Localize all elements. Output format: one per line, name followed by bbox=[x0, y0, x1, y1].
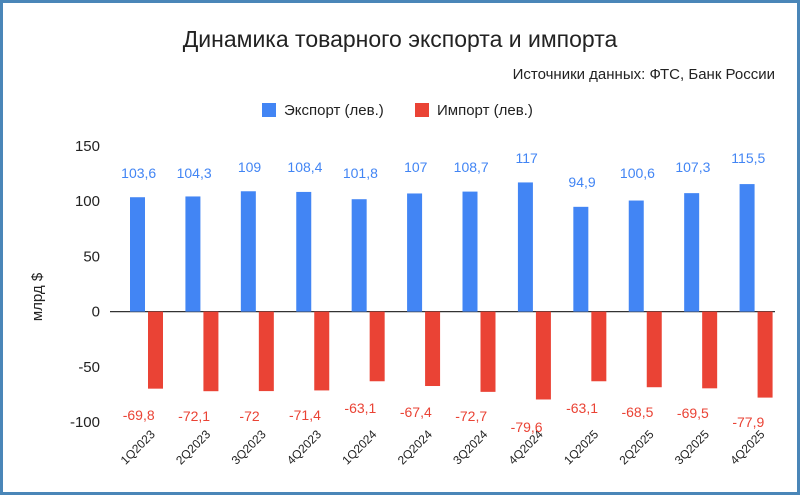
export-data-label: 104,3 bbox=[177, 165, 212, 181]
export-bar bbox=[628, 200, 644, 312]
export-bar bbox=[573, 206, 589, 312]
x-tick-label: 1Q2023 bbox=[118, 427, 158, 467]
export-data-label: 107,3 bbox=[675, 159, 710, 175]
y-tick-label: 0 bbox=[92, 304, 100, 321]
legend-label-import: Импорт (лев.) bbox=[437, 102, 533, 119]
chart-subtitle: Источники данных: ФТС, Банк России bbox=[513, 66, 775, 83]
y-tick-label: -100 bbox=[70, 414, 100, 431]
import-data-label: -72,1 bbox=[178, 408, 210, 424]
x-tick-label: 2Q2025 bbox=[616, 427, 656, 467]
data-labels: 103,6 -69,8 104,3 -72,1 109 -72 108,4 -71,4 101,… bbox=[121, 150, 765, 435]
legend: Экспорт (лев.) Импорт (лев.) bbox=[262, 102, 533, 119]
import-bar bbox=[702, 311, 718, 389]
x-tick-label: 3Q2025 bbox=[672, 427, 712, 467]
export-data-label: 117 bbox=[515, 150, 538, 166]
import-bar bbox=[258, 311, 274, 392]
export-data-label: 109 bbox=[238, 159, 262, 175]
export-bar bbox=[684, 193, 700, 312]
export-data-label: 100,6 bbox=[620, 165, 655, 181]
import-data-label: -72,7 bbox=[455, 408, 487, 424]
legend-label-export: Экспорт (лев.) bbox=[284, 102, 384, 119]
x-tick-label: 3Q2024 bbox=[450, 427, 490, 467]
x-tick-label: 1Q2025 bbox=[561, 427, 601, 467]
import-data-label: -71,4 bbox=[289, 407, 321, 423]
import-data-label: -67,4 bbox=[400, 404, 432, 420]
x-tick-label: 4Q2025 bbox=[727, 427, 767, 467]
x-tick-label: 2Q2023 bbox=[173, 427, 213, 467]
export-data-label: 107 bbox=[404, 159, 428, 175]
import-data-label: -63,1 bbox=[566, 400, 598, 416]
export-data-label: 101,8 bbox=[343, 165, 378, 181]
import-bar bbox=[591, 311, 607, 382]
import-bar bbox=[314, 311, 330, 391]
import-data-label: -69,5 bbox=[677, 405, 709, 421]
export-data-label: 94,9 bbox=[568, 174, 595, 190]
export-data-label: 108,7 bbox=[454, 159, 489, 175]
export-bar bbox=[240, 191, 256, 312]
import-data-label: -68,5 bbox=[621, 404, 653, 420]
legend-swatch-import bbox=[415, 103, 429, 117]
export-bar bbox=[407, 193, 423, 312]
import-data-label: -79,6 bbox=[511, 419, 543, 435]
legend-swatch-export bbox=[262, 103, 276, 117]
y-tick-label: -50 bbox=[78, 359, 100, 376]
export-bar bbox=[185, 196, 201, 312]
import-bar bbox=[148, 311, 163, 389]
y-tick-label: 150 bbox=[75, 138, 100, 155]
import-data-label: -72 bbox=[239, 408, 259, 424]
x-tick-label: 4Q2023 bbox=[284, 427, 324, 467]
export-data-label: 103,6 bbox=[121, 165, 156, 181]
x-tick-label: 1Q2024 bbox=[339, 427, 379, 467]
import-bar bbox=[480, 311, 496, 392]
y-tick-label: 100 bbox=[75, 193, 100, 210]
import-bar bbox=[369, 311, 385, 382]
x-tick-label: 3Q2023 bbox=[229, 427, 269, 467]
y-tick-label: 50 bbox=[83, 248, 100, 265]
export-bar bbox=[739, 184, 755, 312]
import-data-label: -77,9 bbox=[732, 414, 764, 430]
import-bar bbox=[535, 311, 551, 400]
export-bar bbox=[517, 182, 533, 312]
export-bar bbox=[462, 191, 478, 312]
export-bar bbox=[130, 197, 145, 312]
export-data-label: 108,4 bbox=[287, 159, 322, 175]
import-bar bbox=[425, 311, 441, 387]
export-data-label: 115,5 bbox=[731, 150, 765, 166]
import-bar bbox=[203, 311, 219, 392]
y-axis-label: млрд $ bbox=[29, 272, 46, 321]
import-data-label: -69,8 bbox=[123, 407, 155, 423]
import-bar bbox=[646, 311, 662, 388]
bars bbox=[130, 182, 773, 400]
x-tick-label: 2Q2024 bbox=[395, 427, 435, 467]
export-bar bbox=[296, 191, 312, 312]
chart-title: Динамика товарного экспорта и импорта bbox=[183, 26, 618, 52]
export-bar bbox=[351, 199, 367, 312]
import-data-label: -63,1 bbox=[344, 400, 376, 416]
import-bar bbox=[757, 311, 773, 398]
